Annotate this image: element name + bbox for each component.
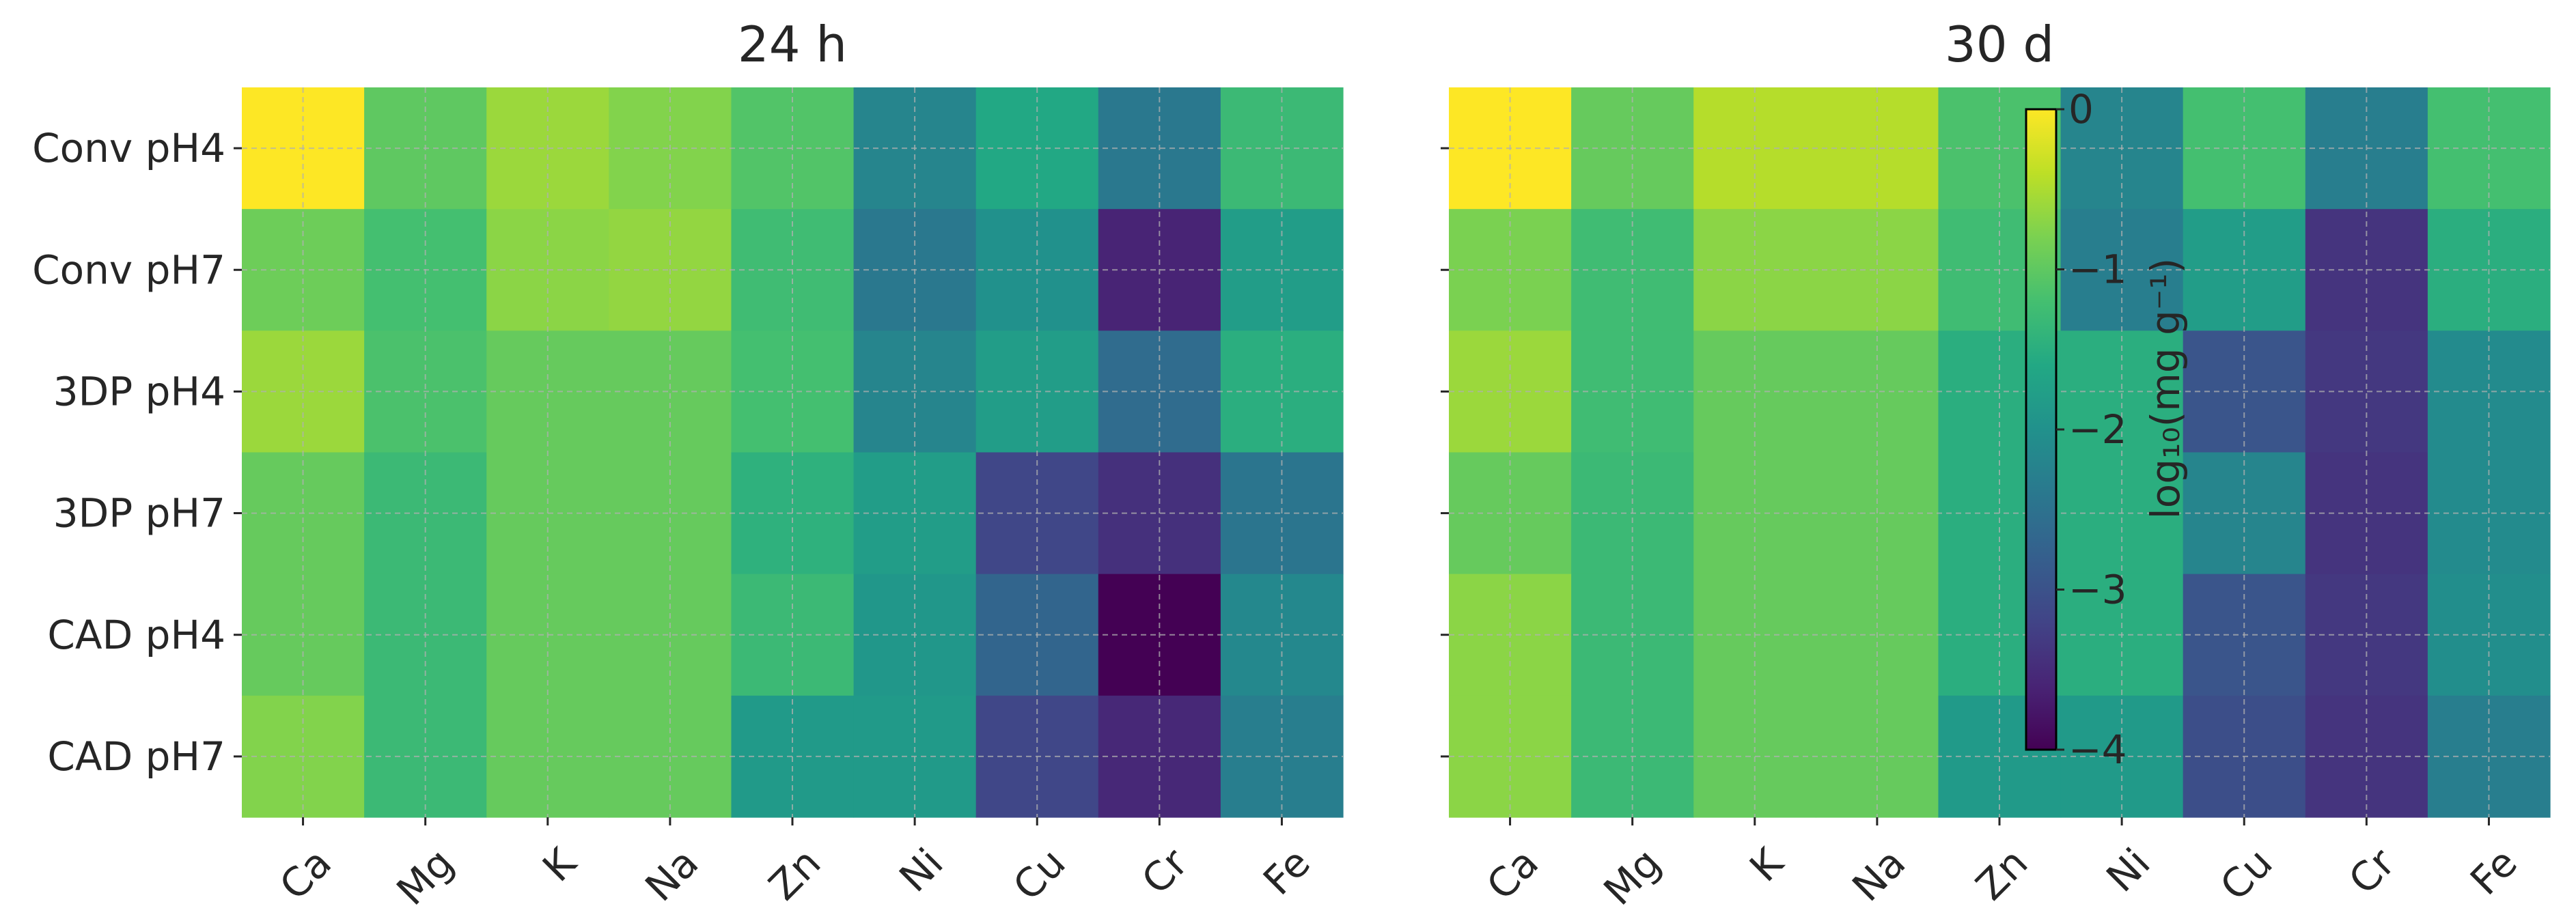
x-tick-label: Na [1843, 839, 1914, 910]
y-tick-label: 3DP pH7 [53, 490, 225, 537]
x-tick-label: Ca [271, 839, 340, 909]
x-tick-label: Zn [1967, 839, 2036, 909]
x-axis: Ca Mg K Na Zn Ni Cu Cr Fe [1478, 817, 2526, 914]
y-tick-label: CAD pH4 [47, 612, 225, 658]
y-tick-label: 3DP pH4 [53, 368, 225, 414]
x-tick-label: Mg [388, 839, 463, 914]
grid-lines [1449, 87, 2550, 817]
colorbar-ticks: 0 −1 −2 −3 −4 [2056, 86, 2127, 773]
heatmap-panel-24h: 24 h Conv pH4 Conv pH7 3DP pH4 3DP pH7 CAD p… [32, 16, 1344, 914]
heatmap-panel-30d: 30 d Ca Mg K Na Zn Ni Cu Cr Fe [1441, 16, 2551, 914]
x-tick-label: Cu [1004, 839, 1075, 909]
y-tick-label: Conv pH4 [32, 125, 225, 171]
grid-lines [242, 87, 1343, 817]
x-tick-label: K [1741, 838, 1792, 890]
panel-title: 30 d [1945, 16, 2054, 73]
x-tick-label: Ca [1478, 839, 1547, 909]
y-tick-label: Conv pH7 [32, 246, 225, 293]
colorbar-tick-label: 0 [2068, 86, 2094, 132]
x-tick-label: Cr [1133, 839, 1197, 903]
colorbar-gradient [2025, 108, 2058, 751]
x-tick-label: Cu [2211, 839, 2282, 909]
colorbar-tick-label: −1 [2068, 246, 2127, 293]
colorbar: 0 −1 −2 −3 −4 log₁₀(mg g⁻¹) [2025, 86, 2189, 773]
x-tick-label: Zn [760, 839, 829, 909]
x-tick-label: Ni [2097, 839, 2159, 901]
x-tick-label: Mg [1595, 839, 1670, 914]
colorbar-tick-label: −2 [2068, 406, 2127, 453]
colorbar-tick-label: −4 [2068, 726, 2127, 773]
x-tick-label: K [534, 838, 585, 890]
y-tick-label: CAD pH7 [47, 733, 225, 780]
y-axis: Conv pH4 Conv pH7 3DP pH4 3DP pH7 CAD pH4 CAD… [32, 125, 242, 780]
x-tick-label: Ni [890, 839, 952, 901]
panel-title: 24 h [738, 16, 847, 73]
x-tick-label: Na [636, 839, 707, 910]
x-tick-label: Fe [2461, 839, 2526, 904]
y-axis [1441, 147, 1449, 758]
colorbar-tick-label: −3 [2068, 567, 2127, 613]
x-axis: Ca Mg K Na Zn Ni Cu Cr Fe [271, 817, 1319, 914]
x-tick-label: Fe [1254, 839, 1319, 904]
x-tick-label: Cr [2340, 839, 2404, 903]
colorbar-label: log₁₀(mg g⁻¹) [2142, 258, 2189, 520]
